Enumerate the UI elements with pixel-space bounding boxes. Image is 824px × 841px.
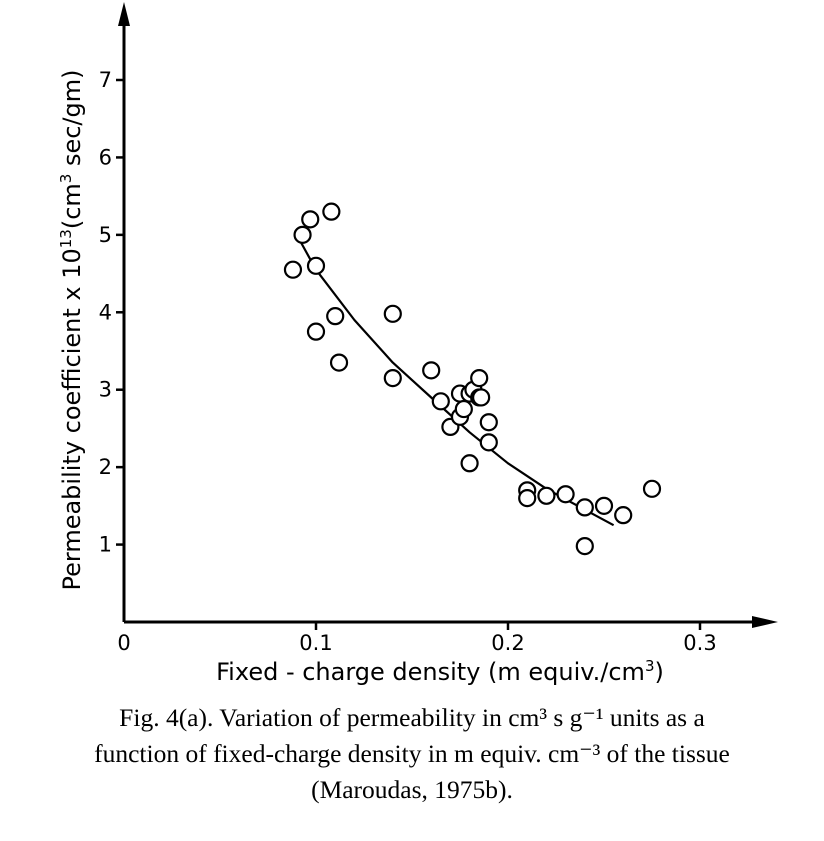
- data-point: [556, 485, 575, 504]
- data-point: [383, 304, 402, 323]
- caption-line-2: function of fixed-charge density in m eq…: [94, 739, 730, 768]
- data-point: [422, 361, 441, 380]
- data-point: [470, 369, 489, 388]
- data-point: [479, 433, 498, 452]
- data-point: [575, 498, 594, 517]
- data-point: [326, 307, 345, 326]
- axes: [118, 2, 778, 628]
- data-point: [460, 454, 479, 473]
- x-axis-arrowhead: [752, 616, 778, 628]
- data-point: [283, 260, 303, 279]
- data-point: [575, 537, 594, 556]
- y-tick-label: 6: [99, 145, 112, 169]
- caption-line-1: Fig. 4(a). Variation of permeability in …: [119, 703, 705, 732]
- scatter-plot: 0 0.1 0.2 0.3 1 2 3 4 5 6 7 Fixed - charge density…: [57, 2, 778, 686]
- y-tick-label: 2: [99, 455, 112, 479]
- data-point: [472, 388, 491, 407]
- data-points: [283, 202, 662, 556]
- data-point: [383, 369, 402, 388]
- ticks: 0 0.1 0.2 0.3 1 2 3 4 5 6 7: [99, 68, 717, 655]
- data-point: [614, 506, 633, 525]
- y-tick-label: 3: [99, 378, 112, 402]
- data-point: [454, 399, 473, 419]
- y-axis-label: Permeability coefficient x 1013(cm3 sec/…: [57, 70, 86, 591]
- data-point: [301, 210, 320, 229]
- data-point: [518, 489, 537, 508]
- fit-curve-layer: [295, 234, 615, 527]
- y-tick-label: 7: [99, 68, 112, 92]
- y-axis-arrowhead: [118, 2, 130, 26]
- data-point: [306, 322, 326, 341]
- x-tick-label: 0.3: [683, 631, 716, 655]
- data-point: [642, 479, 662, 498]
- data-point: [329, 353, 349, 372]
- data-point: [537, 486, 556, 505]
- data-point: [322, 202, 341, 221]
- y-tick-label: 4: [99, 300, 112, 324]
- y-tick-label: 5: [99, 223, 112, 247]
- data-point: [306, 256, 326, 275]
- x-tick-label: 0.2: [491, 631, 524, 655]
- figure-caption: Fig. 4(a). Variation of permeability in …: [10, 700, 814, 808]
- x-axis-label: Fixed - charge density (m equiv./cm3): [216, 657, 664, 686]
- x-tick-label: 0: [117, 631, 130, 655]
- x-tick-label: 0.1: [299, 631, 332, 655]
- data-point: [479, 413, 498, 432]
- data-point: [431, 392, 450, 411]
- y-tick-label: 1: [99, 533, 112, 557]
- data-point: [293, 225, 312, 244]
- fit-curve: [295, 234, 615, 527]
- data-point: [594, 496, 614, 515]
- caption-line-3: (Maroudas, 1975b).: [311, 775, 513, 804]
